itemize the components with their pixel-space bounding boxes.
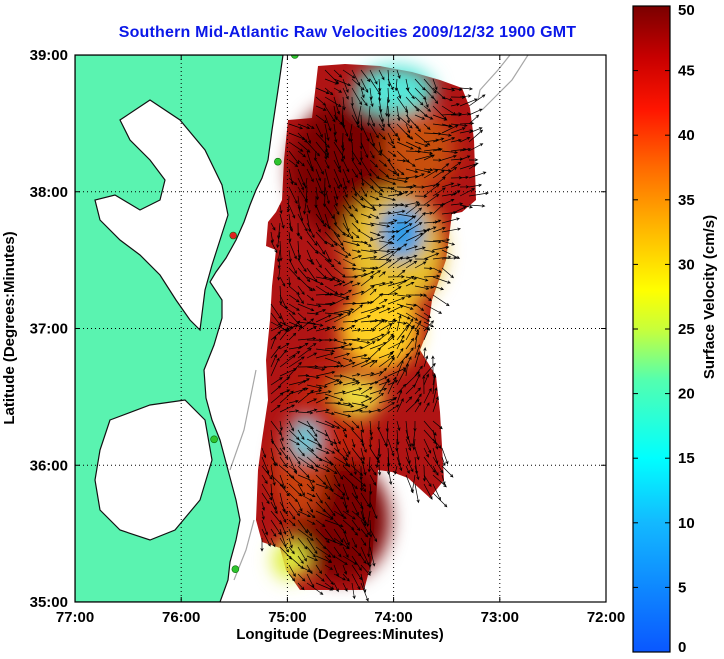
x-tick-label: 76:00 <box>162 609 200 626</box>
colorbar-tick-label: 25 <box>678 321 695 338</box>
colorbar-tick-label: 15 <box>678 450 695 467</box>
x-tick-label: 74:00 <box>374 609 412 626</box>
x-tick-label: 72:00 <box>587 609 625 626</box>
colorbar: 0 5 10 15 20 25 30 35 40 45 50 Surface Velocity (c… <box>632 2 718 656</box>
x-tick-label: 75:00 <box>268 609 306 626</box>
colorbar-label: Surface Velocity (cm/s) <box>701 215 718 379</box>
y-tick-label: 38:00 <box>30 184 68 201</box>
y-tick-label: 39:00 <box>30 47 68 64</box>
current-vectors <box>260 69 489 602</box>
colorbar-tick-label: 5 <box>678 579 686 596</box>
radar-stations <box>210 55 299 573</box>
colorbar-tick-label: 0 <box>678 639 686 656</box>
radar-station-marker <box>274 157 282 166</box>
x-axis-label: Longitude (Degrees:Minutes) <box>236 626 444 643</box>
radar-station-marker <box>291 55 299 59</box>
x-tick-label: 77:00 <box>56 609 94 626</box>
x-tick-label: 73:00 <box>481 609 519 626</box>
y-axis-ticks: 39:00 38:00 37:00 36:00 35:00 <box>30 47 606 611</box>
radar-station-marker <box>210 435 218 444</box>
y-tick-label: 37:00 <box>30 321 68 338</box>
radar-station-marker <box>231 565 240 573</box>
colorbar-gradient <box>632 5 671 653</box>
y-tick-label: 35:00 <box>30 594 68 611</box>
radar-station-marker <box>229 231 238 240</box>
colorbar-tick-label: 20 <box>678 386 695 403</box>
colorbar-tick-label: 10 <box>678 515 695 532</box>
colorbar-tick-label: 50 <box>678 2 695 19</box>
colorbar-ticks: 0 5 10 15 20 25 30 35 40 45 50 <box>633 2 695 656</box>
map-grid <box>75 55 606 602</box>
colorbar-tick-label: 30 <box>678 256 695 273</box>
colorbar-tick-label: 40 <box>678 127 695 144</box>
y-tick-label: 36:00 <box>30 457 68 474</box>
x-axis-ticks: 77:00 76:00 75:00 74:00 73:00 72:00 <box>56 55 625 626</box>
y-axis-label: Latitude (Degrees:Minutes) <box>1 231 18 424</box>
colorbar-tick-label: 35 <box>678 192 695 209</box>
colorbar-tick-label: 45 <box>678 63 695 80</box>
map-title: Southern Mid-Atlantic Raw Velocities 200… <box>118 24 577 41</box>
